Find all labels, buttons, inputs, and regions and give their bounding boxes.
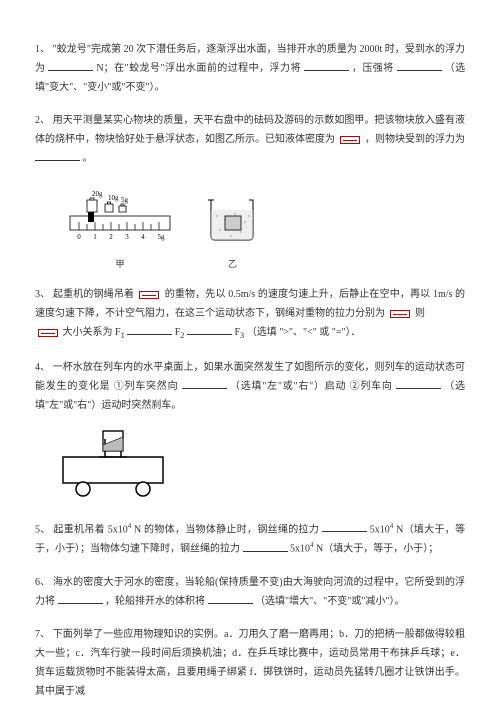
svg-text:2: 2 <box>109 233 113 241</box>
sub: 3 <box>240 331 244 340</box>
balance-svg: 20g 10g 5g 0 1 2 3 4 5g <box>65 182 175 247</box>
q3-text-g: （选填 ">"、"<" 或 "="）． <box>247 327 361 338</box>
blank <box>35 150 80 161</box>
q3-text-a: 起重机的钢绳吊着 <box>53 289 134 300</box>
weight-10g: 10g <box>108 194 119 202</box>
question-6: 6、 海水的密度大于河水的密度，当轮船(保持质量不变)由大海驶向河流的过程中，它… <box>35 573 465 611</box>
q4-text-b: （选填"左"或"右"）启动 ②列车向 <box>230 381 393 392</box>
q3-num: 3、 <box>35 289 50 300</box>
q5-text-e: 5x10 <box>290 544 310 555</box>
question-1: 1、 "蛟龙号"完成第 20 次下潜任务后，逐渐浮出水面，当排开水的质量为 20… <box>35 40 465 97</box>
formula-box-icon <box>340 136 360 144</box>
exp: 4 <box>390 522 394 530</box>
blank <box>304 60 349 71</box>
q5-text-b: N 的物体，当物体静止时，钢丝绳的拉力 <box>134 524 319 535</box>
blank <box>182 378 227 389</box>
q1-text-b: N；在"蛟龙号"浮出水面前的过程中，浮力将 <box>96 63 301 74</box>
blank <box>187 324 232 335</box>
formula-box-icon <box>38 329 58 337</box>
q6-text-c: （选填"增大"、"不变"或"减小"）。 <box>255 596 405 607</box>
q2-text-c: 。 <box>83 153 93 164</box>
question-4: 4、 一杯水放在列车内的水平桌面上，如果水面突然发生了如图所示的变化，则列车的运… <box>35 358 465 415</box>
blank <box>243 541 288 552</box>
figure-label-jia: 甲 <box>65 256 175 273</box>
blank <box>396 378 441 389</box>
cart-svg <box>55 429 175 499</box>
svg-text:5g: 5g <box>158 233 166 241</box>
q1-text-c: ，压强将 <box>352 63 394 74</box>
question-7: 7、 下面列举了一些应用物理知识的实例。a．刀用久了磨一磨再用；b．刀的把柄一般… <box>35 625 465 701</box>
q5-text-c: 5x10 <box>370 524 390 535</box>
q7-text-a: 下面列举了一些应用物理知识的实例。a．刀用久了磨一磨再用；b．刀的把柄一般都做得… <box>35 629 465 697</box>
blank <box>48 60 93 71</box>
q3-text-d: 大小关系为 F <box>63 327 121 338</box>
q3-text-c: 则 <box>415 308 425 319</box>
svg-text:0: 0 <box>77 233 81 241</box>
exp: 4 <box>128 522 132 530</box>
exp: 4 <box>310 541 314 549</box>
q6-num: 6、 <box>35 577 50 588</box>
figure-beaker: 乙 <box>205 192 260 273</box>
beaker-svg <box>205 192 260 247</box>
svg-text:3: 3 <box>125 233 129 241</box>
q1-num: 1、 <box>35 44 50 55</box>
q6-text-b: ，轮船排开水的体积将 <box>105 596 205 607</box>
sub: 1 <box>121 331 125 340</box>
question-3: 3、 起重机的钢绳吊着 的重物，先以 0.5m/s 的速度匀速上升，后静止在空中… <box>35 285 465 344</box>
q5-text-f: N（填大于，等于，小于）； <box>316 544 438 555</box>
blank <box>208 593 253 604</box>
blank <box>322 521 367 532</box>
svg-text:4: 4 <box>141 233 145 241</box>
q7-num: 7、 <box>35 629 50 640</box>
blank <box>58 593 103 604</box>
sub: 2 <box>180 331 184 340</box>
weight-20g: 20g <box>92 190 103 198</box>
svg-text:1: 1 <box>93 233 97 241</box>
figure-cart <box>55 429 465 506</box>
q5-num: 5、 <box>35 524 51 535</box>
formula-box-icon <box>390 310 410 318</box>
q4-num: 4、 <box>35 362 50 373</box>
figure-label-yi: 乙 <box>205 256 260 273</box>
figure-balance: 20g 10g 5g 0 1 2 3 4 5g 甲 <box>65 182 175 273</box>
q2-num: 2、 <box>35 115 50 126</box>
weight-5g: 5g <box>121 196 129 204</box>
q5-text-a: 起重机吊着 5x10 <box>53 524 127 535</box>
blank <box>127 324 172 335</box>
q2-text-b: ，则物块受到的浮力为 <box>365 134 465 145</box>
question-5: 5、 起重机吊着 5x104 N 的物体，当物体静止时，钢丝绳的拉力 5x104… <box>35 520 465 559</box>
question-2: 2、 用天平测量某实心物块的质量，天平右盘中的砝码及游码的示数如图甲。把该物块放… <box>35 111 465 168</box>
formula-box-icon <box>139 291 159 299</box>
figure-row-q2: 20g 10g 5g 0 1 2 3 4 5g 甲 <box>65 182 465 273</box>
blank <box>397 60 442 71</box>
